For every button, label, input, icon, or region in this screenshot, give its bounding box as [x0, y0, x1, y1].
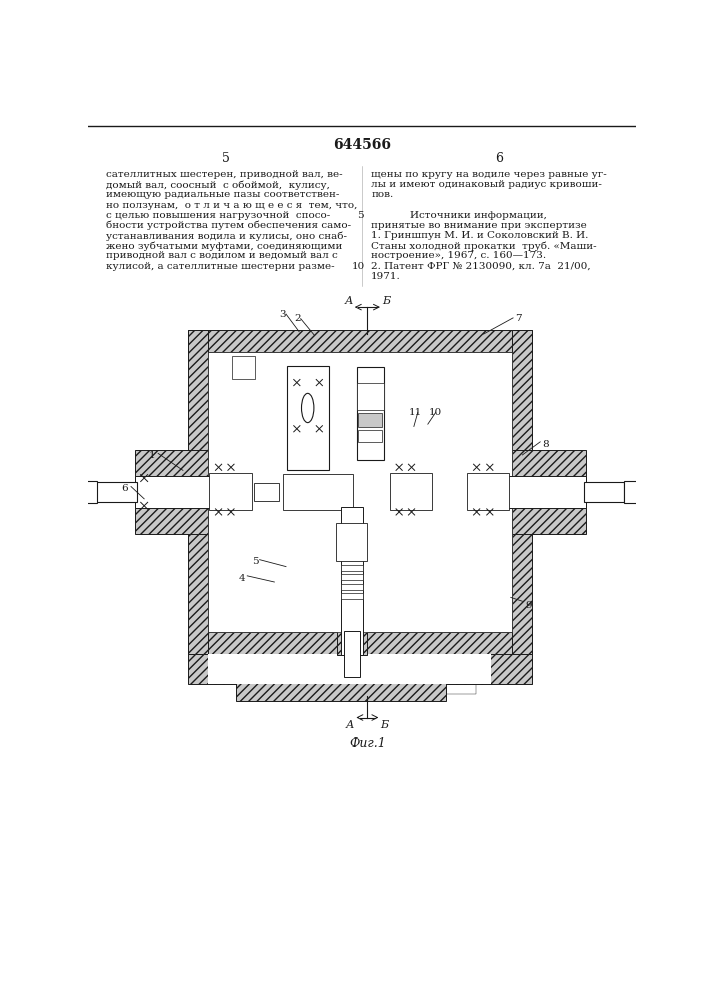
- Bar: [508, 476, 586, 508]
- Text: 10: 10: [352, 262, 366, 271]
- Bar: [283, 359, 353, 513]
- Bar: [235, 677, 446, 701]
- Bar: [583, 482, 624, 502]
- Bar: [375, 654, 476, 675]
- Text: 3: 3: [279, 310, 286, 319]
- Text: лы и имеют одинаковый радиус кривоши-: лы и имеют одинаковый радиус кривоши-: [371, 180, 602, 189]
- Bar: [624, 481, 641, 503]
- Bar: [353, 383, 387, 410]
- Text: домый вал, соосный  с обоймой,  кулису,: домый вал, соосный с обоймой, кулису,: [106, 180, 330, 190]
- Text: 9: 9: [525, 601, 532, 610]
- Bar: [358, 430, 382, 442]
- Bar: [243, 654, 344, 694]
- Text: но ползунам,  о т л и ч а ю щ е е с я  тем, что,: но ползунам, о т л и ч а ю щ е е с я тем…: [106, 201, 358, 210]
- Bar: [135, 450, 208, 534]
- Bar: [467, 473, 509, 510]
- Bar: [187, 632, 532, 684]
- Bar: [356, 383, 384, 410]
- Text: 2: 2: [294, 314, 301, 323]
- Bar: [228, 356, 259, 379]
- Bar: [255, 483, 279, 501]
- Bar: [330, 523, 373, 561]
- Bar: [243, 654, 341, 683]
- Bar: [358, 413, 382, 427]
- Text: 7: 7: [515, 314, 522, 323]
- Text: кулисой, а сателлитные шестерни разме-: кулисой, а сателлитные шестерни разме-: [106, 262, 335, 271]
- Bar: [375, 654, 476, 694]
- Bar: [208, 352, 512, 632]
- Text: 5: 5: [357, 211, 363, 220]
- Bar: [337, 523, 368, 561]
- Bar: [187, 632, 532, 654]
- Bar: [341, 565, 363, 571]
- Text: жено зубчатыми муфтами, соединяющими: жено зубчатыми муфтами, соединяющими: [106, 241, 343, 251]
- Bar: [512, 330, 532, 654]
- Bar: [187, 330, 532, 352]
- Text: 10: 10: [429, 408, 442, 417]
- Text: с целью повышения нагрузочной  спосо-: с целью повышения нагрузочной спосо-: [106, 211, 330, 220]
- Bar: [356, 367, 384, 460]
- Bar: [467, 457, 509, 527]
- Ellipse shape: [301, 393, 314, 423]
- Text: приводной вал с водилом и ведомый вал с: приводной вал с водилом и ведомый вал с: [106, 251, 338, 260]
- Text: 1: 1: [148, 451, 156, 460]
- Bar: [398, 654, 491, 684]
- Bar: [512, 450, 586, 534]
- Text: 1971.: 1971.: [371, 272, 401, 281]
- Text: 6: 6: [122, 484, 128, 493]
- Text: Станы холодной прокатки  труб. «Маши-: Станы холодной прокатки труб. «Маши-: [371, 241, 597, 251]
- Text: сателлитных шестерен, приводной вал, ве-: сателлитных шестерен, приводной вал, ве-: [106, 170, 343, 179]
- Bar: [390, 457, 433, 527]
- Bar: [255, 473, 279, 511]
- Text: 5: 5: [252, 557, 258, 566]
- Bar: [187, 330, 208, 654]
- Text: 2. Патент ФРГ № 2130090, кл. 7а  21/00,: 2. Патент ФРГ № 2130090, кл. 7а 21/00,: [371, 262, 591, 271]
- Text: щены по кругу на водиле через равные уг-: щены по кругу на водиле через равные уг-: [371, 170, 607, 179]
- Text: пов.: пов.: [371, 190, 394, 199]
- Text: имеющую радиальные пазы соответствен-: имеющую радиальные пазы соответствен-: [106, 190, 339, 199]
- Text: 11: 11: [409, 408, 422, 417]
- Bar: [95, 482, 137, 502]
- Bar: [208, 654, 450, 684]
- Bar: [341, 574, 363, 580]
- Bar: [341, 507, 363, 655]
- Bar: [337, 507, 367, 655]
- Bar: [293, 367, 323, 384]
- Bar: [135, 476, 211, 508]
- Text: Б: Б: [380, 720, 388, 730]
- Bar: [243, 654, 344, 675]
- Bar: [341, 593, 363, 599]
- Text: 6: 6: [495, 152, 503, 165]
- Bar: [390, 473, 433, 510]
- Text: 4: 4: [238, 574, 245, 583]
- Bar: [232, 356, 255, 379]
- Bar: [356, 654, 438, 683]
- Bar: [81, 481, 97, 503]
- Text: Фиг.1: Фиг.1: [349, 737, 386, 750]
- Text: бности устройства путем обеспечения само-: бности устройства путем обеспечения само…: [106, 221, 351, 230]
- Bar: [341, 584, 363, 590]
- Text: А: А: [344, 296, 353, 306]
- Text: 1. Гриншпун М. И. и Соколовский В. И.: 1. Гриншпун М. И. и Соколовский В. И.: [371, 231, 589, 240]
- Bar: [209, 457, 252, 527]
- Text: принятые во внимание при экспертизе: принятые во внимание при экспертизе: [371, 221, 587, 230]
- Text: устанавливания водила и кулисы, оно снаб-: устанавливания водила и кулисы, оно снаб…: [106, 231, 347, 241]
- Bar: [344, 631, 360, 677]
- Bar: [287, 366, 329, 470]
- Text: Источники информации,: Источники информации,: [410, 211, 547, 220]
- Text: ностроение», 1967, с. 160—173.: ностроение», 1967, с. 160—173.: [371, 251, 547, 260]
- Bar: [283, 474, 353, 510]
- Text: А: А: [346, 720, 354, 730]
- Text: 8: 8: [542, 440, 549, 449]
- Text: 644566: 644566: [333, 138, 391, 152]
- Bar: [209, 473, 252, 510]
- Text: Б: Б: [382, 296, 390, 306]
- Text: 5: 5: [221, 152, 230, 165]
